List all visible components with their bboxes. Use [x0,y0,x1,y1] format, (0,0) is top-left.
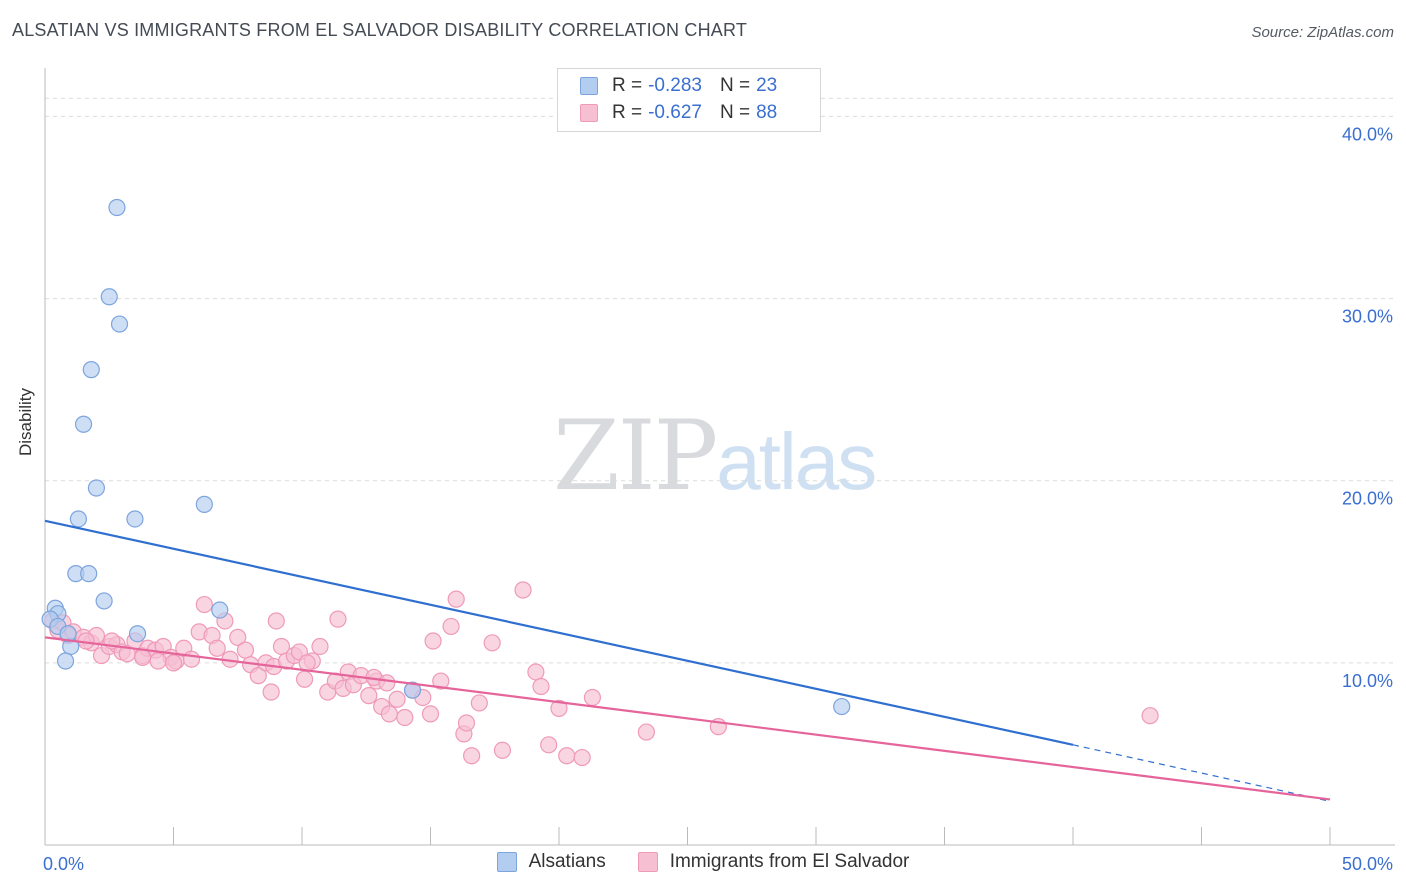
el-salvador-point [421,705,440,723]
grid-lines [45,97,1395,664]
el-salvador-point [182,650,201,668]
axes [44,68,1395,846]
tick-labels: 10.0% 20.0% 30.0% 40.0% 0.0% 50.0% [43,124,1393,874]
alsatian-point [100,288,118,306]
y-tick-label: 40.0% [1342,124,1393,144]
el-salvador-point [329,610,347,628]
legend-row-el-salvador: R = -0.627 N = 88 [580,101,777,125]
alsatian-point [87,479,106,497]
alsatian-point [59,625,77,643]
el-salvador-point [470,694,488,712]
legend-swatch-blue [496,852,517,872]
data-points [41,198,1159,767]
el-salvador-trend-line [44,636,1331,801]
legend-r-value: -0.627 [648,102,702,123]
alsatian-point [128,625,147,643]
el-salvador-point [540,736,558,754]
series-legend: Alsatians Immigrants from El Salvador [0,851,1406,873]
el-salvador-point [388,690,406,708]
y-tick-label: 20.0% [1342,489,1393,509]
alsatian-point [56,652,75,670]
el-salvador-point [249,667,267,685]
legend-item-el-salvador[interactable]: Immigrants from El Salvador [637,851,910,873]
x-tick-label: 0.0% [43,854,84,874]
alsatian-point [211,601,229,619]
el-salvador-point [195,595,213,614]
legend-r-label: R = [612,75,643,96]
alsatian-point [95,592,113,610]
legend-swatch-blue [580,77,598,95]
el-salvador-point [514,581,532,599]
el-salvador-point [457,714,476,732]
legend-row-alsatians: R = -0.283 N = 23 [580,74,777,98]
alsatian-point [74,415,93,433]
alsatian-point [110,315,129,333]
legend-n-label: N = [719,75,751,96]
el-salvador-point [380,705,398,723]
el-salvador-point [432,672,450,690]
el-salvador-point [229,628,247,646]
el-salvador-point [583,688,602,707]
el-salvador-point [267,612,285,630]
el-salvador-point [360,687,378,705]
alsatian-point [82,361,100,379]
el-salvador-point [463,747,481,765]
alsatian-point [833,697,851,716]
el-salvador-point [236,641,255,659]
y-axis-label: Disability [16,387,35,456]
el-salvador-point [164,654,183,672]
legend-n-value: 23 [756,75,778,96]
alsatian-trend-line [44,519,1074,746]
y-tick-label: 30.0% [1342,307,1393,327]
el-salvador-point [311,637,329,656]
el-salvador-point [447,590,465,608]
el-salvador-point [558,747,576,765]
alsatian-point [80,565,98,583]
el-salvador-point [637,723,655,741]
alsatian-point [403,681,422,699]
x-tick-label: 50.0% [1342,854,1393,874]
watermark: ZIPatlas [553,400,877,512]
el-salvador-point [378,674,396,692]
legend-n-value: 88 [756,102,778,123]
alsatian-point [126,510,144,528]
alsatian-point [69,510,88,528]
stats-legend: R = -0.283 N = 23 R = -0.627 N = 88 [557,68,821,132]
legend-label-el-salvador: Immigrants from El Salvador [669,851,910,872]
el-salvador-point [396,708,414,727]
el-salvador-point [262,683,280,701]
el-salvador-point [208,639,226,657]
el-salvador-point [493,741,512,759]
legend-label-alsatians: Alsatians [528,851,606,872]
el-salvador-point [442,617,460,636]
alsatian-trend-extension [1072,744,1331,802]
y-tick-label: 10.0% [1342,671,1393,691]
watermark-atlas: atlas [716,417,877,506]
el-salvador-point [295,670,314,688]
alsatian-point [108,198,126,217]
el-salvador-point [573,748,591,767]
watermark-zip: ZIP [553,400,718,512]
legend-item-alsatians[interactable]: Alsatians [496,851,606,873]
el-salvador-point [424,632,442,650]
source-label: Source: ZipAtlas.com [1251,24,1394,41]
legend-r-label: R = [612,102,643,123]
legend-swatch-pink [580,104,598,122]
el-salvador-point [527,663,545,681]
legend-swatch-pink [637,852,658,872]
el-salvador-point [532,677,550,696]
trend-lines [44,519,1331,802]
el-salvador-point [134,648,152,666]
legend-n-label: N = [719,102,751,123]
el-salvador-point [149,652,167,670]
el-salvador-point [483,634,501,652]
el-salvador-point [550,699,568,717]
el-salvador-point [1141,707,1159,725]
alsatian-point [195,495,213,513]
legend-r-value: -0.283 [648,75,702,96]
el-salvador-point [298,654,316,672]
chart-title: ALSATIAN VS IMMIGRANTS FROM EL SALVADOR … [12,20,748,40]
